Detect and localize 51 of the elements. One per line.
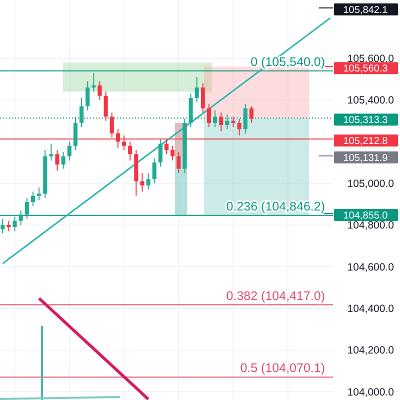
candlestick (237, 118, 242, 136)
candlestick (213, 110, 218, 128)
candlestick (49, 143, 54, 161)
candlestick (86, 80, 90, 111)
candlestick (104, 91, 108, 122)
candlestick (176, 152, 181, 174)
candlestick (231, 116, 236, 128)
candlestick (80, 97, 84, 128)
candlestick (140, 172, 144, 192)
ref-line-label: 104,855.0 (343, 210, 388, 222)
candlestick (219, 112, 224, 132)
candlestick (146, 172, 150, 190)
candlestick (67, 141, 72, 161)
y-tick-label: 104,200.0 (347, 344, 394, 357)
candlestick (98, 80, 102, 100)
candlestick (12, 216, 17, 232)
y-tick-label: 105,000.0 (347, 178, 394, 190)
candlestick (61, 152, 66, 170)
annotation: 0.236 (104,846.2) (226, 199, 325, 214)
annotation: 0.382 (104,417.0) (226, 288, 325, 303)
y-tick-label: 104,800.0 (347, 220, 394, 232)
candlestick (0, 218, 5, 234)
candlestick (152, 158, 156, 184)
candlestick (6, 220, 11, 232)
candlestick (24, 197, 29, 220)
ref-line-label: 105,560.3 (343, 64, 388, 75)
ref-line-label: 105,842.1 (343, 4, 388, 16)
candlestick (30, 191, 36, 207)
candlestick (200, 82, 205, 113)
candlestick (170, 145, 175, 161)
y-tick-label: 104,000.0 (347, 386, 394, 398)
candlestick (37, 187, 42, 200)
candlestick (73, 116, 78, 150)
candlestick (225, 114, 230, 130)
candlestick (158, 139, 162, 168)
ref-line-label: 105,212.8 (343, 136, 388, 147)
candlestick (18, 210, 23, 226)
candlestick (206, 104, 212, 128)
candlestick (249, 106, 254, 124)
y-tick-label: 104,600.0 (347, 261, 394, 274)
candlestick (243, 104, 248, 134)
candlestick (194, 76, 199, 103)
y-tick-label: 104,400.0 (347, 303, 394, 316)
ref-line-label: 105,131.9 (343, 152, 388, 164)
candlestick (92, 72, 96, 92)
candlestick (128, 141, 132, 161)
ref-line-label: 105,313.3 (343, 115, 388, 126)
annotation: 0.5 (104,070.1) (240, 361, 325, 376)
y-tick-label: 105,400.0 (347, 94, 394, 107)
candlestick (55, 150, 60, 172)
y-tick-label: 105,600.0 (347, 53, 394, 66)
